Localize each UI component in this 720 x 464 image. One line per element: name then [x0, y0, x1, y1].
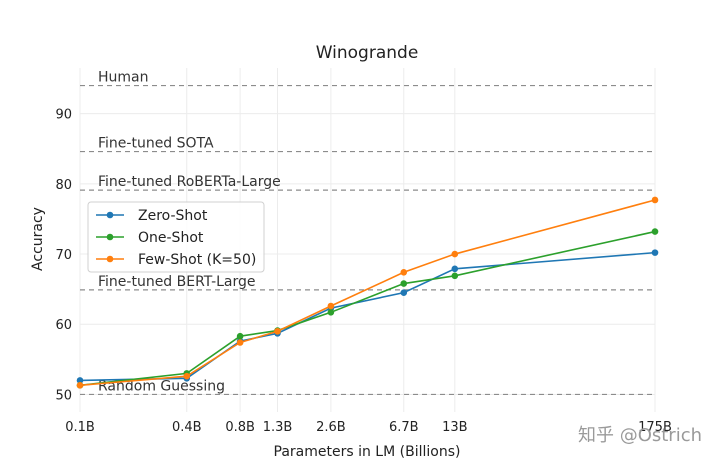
- data-point: [183, 372, 191, 380]
- data-point: [451, 265, 459, 273]
- x-tick-label: 2.6B: [316, 420, 346, 435]
- x-tick-label: 0.8B: [225, 420, 255, 435]
- y-tick-label: 60: [55, 318, 72, 333]
- legend-box: [87, 201, 265, 273]
- reference-label: Human: [98, 70, 149, 86]
- x-tick-label: 13B: [442, 420, 467, 435]
- data-point: [236, 339, 244, 346]
- x-tick-label: 6.7B: [389, 420, 419, 435]
- y-tick-label: 80: [55, 178, 72, 193]
- reference-label: Fine-tuned SOTA: [98, 136, 214, 152]
- x-axis-label: Parameters in LM (Billions): [274, 444, 461, 460]
- legend-label: One-Shot: [138, 230, 204, 246]
- x-tick-label: 0.4B: [172, 420, 202, 435]
- y-axis-label: Accuracy: [30, 207, 46, 271]
- legend-label: Zero-Shot: [138, 208, 208, 224]
- reference-label: Random Guessing: [98, 378, 225, 394]
- legend-swatch-marker: [106, 255, 114, 263]
- data-point: [400, 280, 408, 287]
- y-tick-label: 50: [55, 388, 72, 403]
- reference-label: Fine-tuned BERT-Large: [98, 274, 256, 290]
- axes: 0.1B 0.4B 0.8B 1.3B 2.6B 6.7B 13B 175B 50 60 70 80 9…: [55, 108, 671, 435]
- reference-label: Fine-tuned RoBERTa-Large: [98, 174, 281, 190]
- legend: Zero-Shot One-Shot Few-Shot (K=50): [87, 201, 265, 273]
- data-point: [76, 377, 84, 384]
- y-tick-label: 90: [55, 108, 72, 123]
- legend-label: Few-Shot (K=50): [138, 252, 256, 268]
- data-point: [236, 332, 244, 340]
- x-tick-label: 0.1B: [65, 420, 95, 435]
- x-tick-label: 175B: [638, 420, 672, 435]
- data-point: [451, 250, 459, 258]
- data-point: [327, 302, 335, 310]
- data-point: [400, 289, 408, 296]
- legend-swatch-marker: [106, 211, 114, 219]
- data-point: [327, 309, 335, 316]
- series: [76, 196, 659, 389]
- legend-swatch-marker: [106, 233, 114, 241]
- data-point: [76, 382, 84, 389]
- x-tick-label: 1.3B: [263, 420, 293, 435]
- data-point: [651, 228, 659, 235]
- data-point: [651, 196, 659, 204]
- watermark: 知乎 @Ostrich: [578, 425, 702, 446]
- series-line: [79, 230, 656, 387]
- chart-title: Winogrande: [316, 43, 419, 63]
- series-line: [79, 199, 656, 387]
- data-point: [400, 268, 408, 276]
- reference-lines: Human Fine-tuned SOTA Fine-tuned RoBERTa-L…: [80, 70, 655, 396]
- data-point: [274, 327, 281, 335]
- y-tick-label: 70: [55, 248, 72, 263]
- data-point: [651, 249, 659, 256]
- data-point: [451, 272, 459, 280]
